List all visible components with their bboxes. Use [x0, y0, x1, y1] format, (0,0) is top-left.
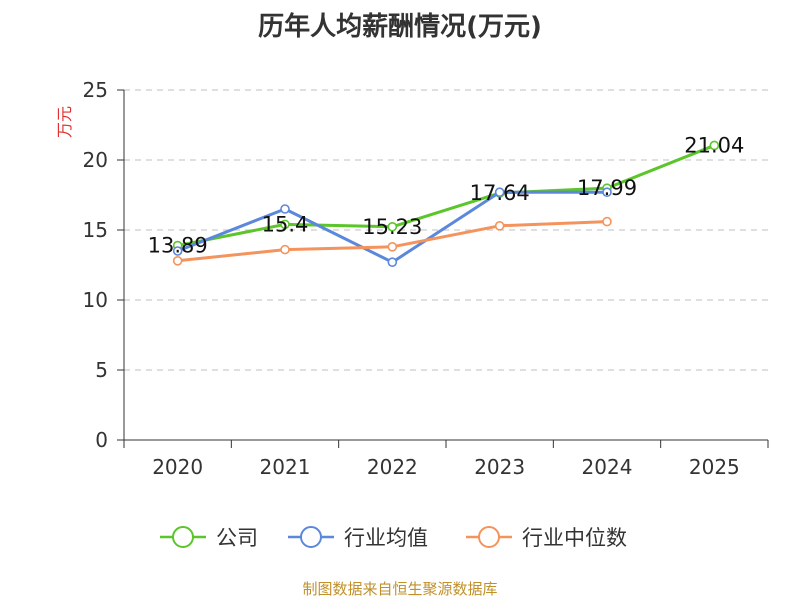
y-tick-label: 10 — [83, 288, 108, 312]
legend-marker — [172, 526, 194, 548]
data-point — [387, 221, 398, 232]
series-line-0 — [177, 144, 715, 248]
y-tick-label: 15 — [83, 218, 108, 242]
data-point — [602, 216, 612, 227]
y-tick-label: 0 — [95, 428, 108, 452]
x-tick-label: 2022 — [367, 455, 418, 479]
data-point — [172, 246, 183, 256]
data-point — [494, 187, 505, 197]
data-point — [602, 187, 612, 197]
y-tick-label: 5 — [95, 358, 108, 382]
data-label: 13.89 — [148, 234, 208, 258]
data-point — [709, 140, 720, 151]
x-tick-label: 2024 — [582, 455, 633, 479]
x-tick-label: 2025 — [689, 455, 740, 479]
y-tick-label: 25 — [83, 78, 108, 102]
data-label: 15.23 — [362, 215, 422, 239]
chart-title: 历年人均薪酬情况(万元) — [258, 12, 542, 42]
y-tick-label: 20 — [83, 148, 108, 172]
data-point — [387, 257, 398, 268]
data-source-note: 制图数据来自恒生聚源数据库 — [302, 580, 498, 598]
legend-marker — [300, 526, 322, 548]
data-point — [387, 242, 398, 252]
legend-label: 行业均值 — [344, 526, 428, 550]
legend-marker — [478, 526, 500, 548]
data-point — [280, 204, 290, 214]
x-tick-label: 2021 — [260, 455, 311, 479]
data-label: 15.4 — [262, 212, 309, 236]
data-point — [494, 221, 505, 231]
y-axis-label: 万元 — [55, 106, 74, 138]
legend-label: 公司 — [216, 526, 258, 550]
data-label: 21.04 — [684, 133, 744, 157]
data-point — [280, 244, 290, 255]
data-label: 17.64 — [470, 181, 530, 205]
data-point — [172, 255, 183, 266]
x-tick-label: 2023 — [474, 455, 525, 479]
legend-label: 行业中位数 — [522, 526, 627, 550]
x-tick-label: 2020 — [152, 455, 203, 479]
data-label: 17.99 — [577, 176, 637, 200]
data-point — [280, 219, 290, 230]
